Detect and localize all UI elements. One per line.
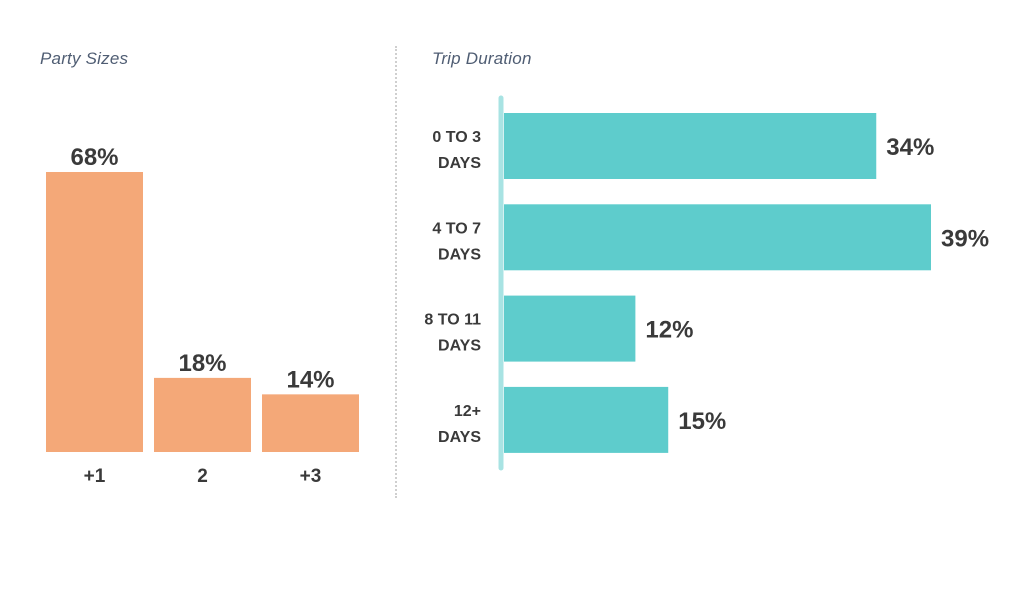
party-size-bar xyxy=(262,394,359,452)
party-size-bar xyxy=(154,377,251,452)
chart-divider xyxy=(395,46,397,498)
party-size-bar xyxy=(46,172,143,452)
trip-duration-value-label: 39% xyxy=(941,225,989,252)
party-size-value-label: 68% xyxy=(70,144,118,171)
trip-duration-category-label: 12+ DAYS xyxy=(438,403,481,446)
trip-duration-category-line: 8 TO 11 xyxy=(424,312,481,329)
trip-duration-value-label: 12% xyxy=(645,317,693,344)
party-sizes-title: Party Sizes xyxy=(40,49,129,68)
trip-duration-category-line: 12+ xyxy=(454,403,481,420)
party-size-value-label: 14% xyxy=(286,366,334,393)
trip-duration-category-line: DAYS xyxy=(438,338,481,355)
party-size-category-label: +3 xyxy=(300,466,322,487)
trip-duration-bar xyxy=(504,204,931,271)
trip-duration-category-label: 0 TO 3 DAYS xyxy=(432,129,481,172)
trip-duration-category-line: 4 TO 7 xyxy=(432,220,481,237)
trip-duration-title: Trip Duration xyxy=(432,49,532,68)
party-size-category-label: 2 xyxy=(197,466,208,487)
trip-duration-value-label: 15% xyxy=(678,408,726,435)
party-size-value-label: 18% xyxy=(178,350,226,377)
trip-duration-bar xyxy=(504,386,669,453)
trip-duration-category-line: 0 TO 3 xyxy=(432,129,481,146)
trip-duration-bar xyxy=(504,295,636,362)
trip-duration-category-line: DAYS xyxy=(438,429,481,446)
trip-duration-category-label: 4 TO 7 DAYS xyxy=(432,220,481,263)
trip-duration-category-line: DAYS xyxy=(438,246,481,263)
trip-duration-bar xyxy=(504,113,877,179)
trip-duration-category-label: 8 TO 11 DAYS xyxy=(424,312,481,355)
trip-duration-category-line: DAYS xyxy=(438,155,481,172)
trip-duration-value-label: 34% xyxy=(886,134,934,161)
party-size-category-label: +1 xyxy=(84,466,106,487)
